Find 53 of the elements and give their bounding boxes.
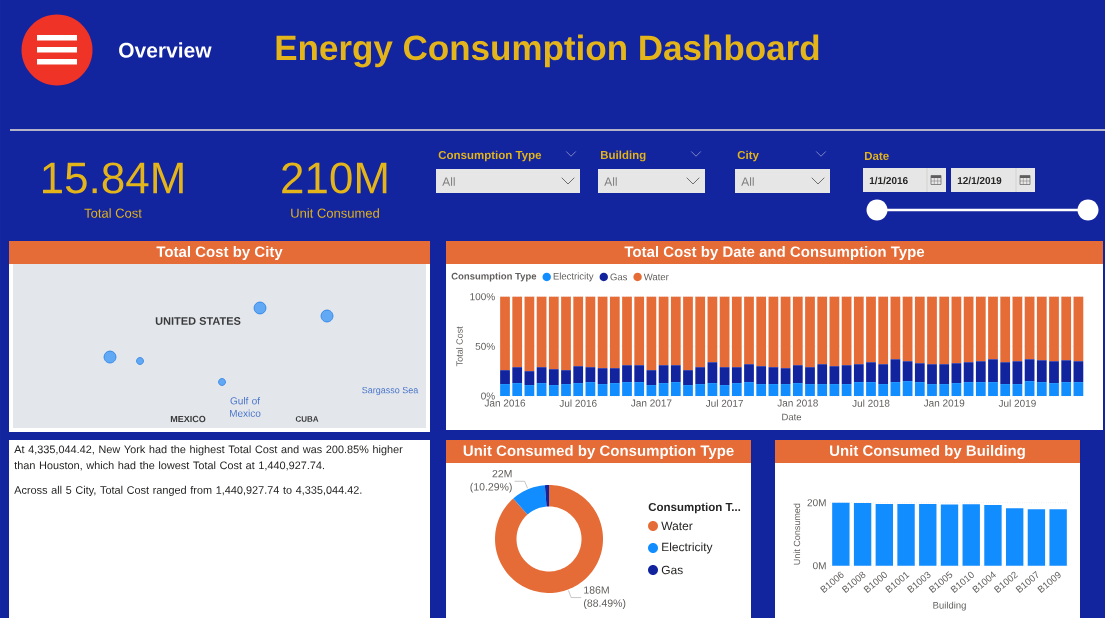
text: Total Cost — [84, 208, 142, 218]
y-tick-label: 20M — [807, 499, 826, 507]
x-axis-title: Building — [933, 601, 966, 611]
text: Across all 5 City, Total Cost ranged from 1,440,927.74 to 4,335,044.42. — [14, 485, 362, 497]
x-tick-label: Jan 2019 — [923, 399, 965, 407]
text: Energy Consumption Dashboard — [276, 34, 819, 68]
x-tick-label: Jul 2018 — [852, 399, 890, 407]
x-tick-label: Jul 2019 — [998, 399, 1036, 407]
legend-label: Water — [661, 521, 693, 531]
text: All — [741, 177, 754, 186]
text: Consumption Type — [438, 150, 542, 162]
text: 12/1/2019 — [957, 176, 1002, 185]
text: 15.84M — [42, 162, 183, 194]
x-tick-label: Jul 2016 — [559, 399, 597, 407]
x-axis-title: Date — [782, 413, 802, 421]
x-tick-label: Jan 2016 — [484, 399, 526, 407]
y-tick-label: 100% — [470, 293, 495, 301]
text: All — [442, 177, 455, 186]
text: Gulf of Mexico — [229, 397, 261, 417]
legend-label: Water — [643, 273, 669, 281]
text: Total Cost by City — [156, 246, 283, 260]
text: City — [737, 150, 759, 162]
y-tick-label: 0% — [481, 392, 495, 400]
text: Sargasso Sea — [362, 386, 419, 396]
x-tick-label: Jan 2018 — [777, 399, 818, 407]
legend-label: Gas — [610, 273, 628, 281]
text: Unit Consumed — [291, 208, 379, 218]
y-axis-title: Total Cost — [456, 326, 463, 367]
text: 1/1/2016 — [869, 176, 908, 185]
chart-title: Unit Consumed by Consumption Type — [463, 445, 734, 459]
x-tick-label: Jan 2017 — [630, 399, 672, 407]
y-tick-label: 0M — [812, 562, 826, 570]
legend-title: Consumption Type — [451, 272, 537, 282]
legend-label: Electricity — [662, 542, 713, 554]
legend-title: Consumption T... — [648, 502, 741, 514]
legend-label: Electricity — [553, 272, 594, 282]
text: All — [604, 177, 617, 186]
legend-label: Gas — [661, 565, 683, 575]
text: Building — [600, 150, 646, 162]
chart-title: Total Cost by Date and Consumption Type — [624, 246, 925, 260]
text: CUBA — [295, 416, 319, 422]
data-label: 186M (88.49%) — [584, 586, 626, 609]
text: MEXICO — [170, 415, 206, 423]
y-axis-title: Unit Consumed — [793, 503, 801, 565]
y-tick-label: 50% — [475, 342, 495, 350]
x-tick-label: Jul 2017 — [705, 399, 743, 407]
text: 210M — [282, 162, 387, 194]
text: Date — [864, 151, 889, 160]
text: Overview — [119, 42, 212, 58]
data-label: 22M (10.29%) — [470, 469, 512, 493]
text: At 4,335,044.42, New York had the highest Total Cost and was 200.85% higher than Houston, which had the lowest Total Cost at 1,440,927.74. — [14, 445, 403, 471]
chart-title: Unit Consumed by Building — [830, 444, 1025, 460]
text: UNITED STATES — [155, 317, 241, 325]
